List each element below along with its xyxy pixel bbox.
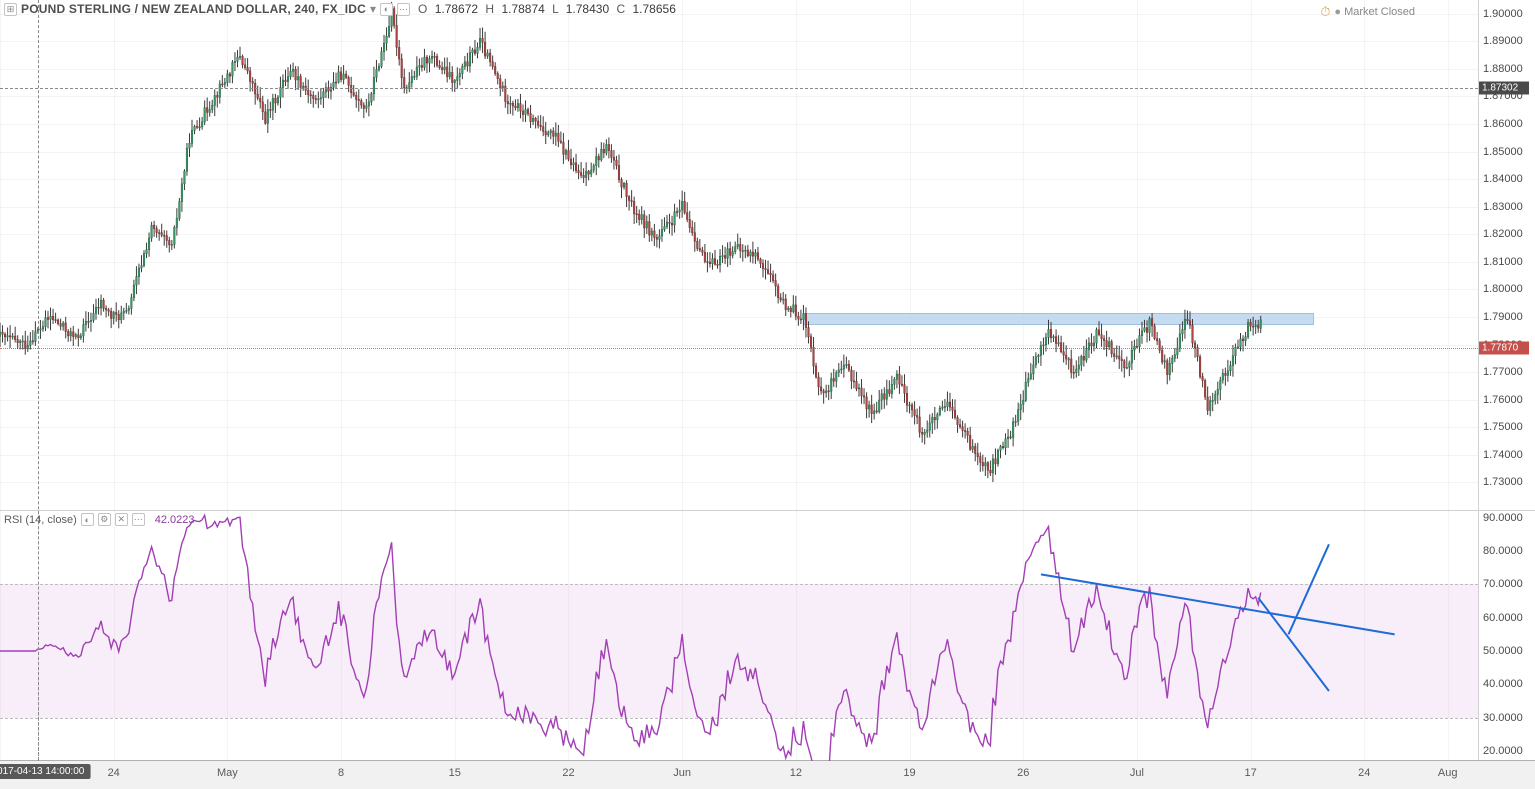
time-axis-label: 22 [562,767,574,779]
time-axis-label: May [217,767,238,779]
crosshair-vertical [38,511,39,761]
price-axis-label: 1.88000 [1483,63,1523,75]
time-axis-label: 15 [449,767,461,779]
chart-root: ⊞ POUND STERLING / NEW ZEALAND DOLLAR, 2… [0,0,1535,789]
rsi-axis-label: 70.0000 [1483,578,1523,590]
price-pane[interactable]: ⊞ POUND STERLING / NEW ZEALAND DOLLAR, 2… [0,0,1478,510]
rsi-legend: RSI (14, close) ◐ ⚙ ✕ ⋯ 42.0223 [4,513,195,526]
price-axis-label: 1.79000 [1483,311,1523,323]
price-axis-label: 1.89000 [1483,35,1523,47]
price-axis-label: 1.74000 [1483,449,1523,461]
price-axis-label: 1.83000 [1483,201,1523,213]
rsi-trendline[interactable] [1289,544,1329,634]
time-axis-label: 8 [338,767,344,779]
symbol-legend: ⊞ POUND STERLING / NEW ZEALAND DOLLAR, 2… [4,2,676,16]
more-icon[interactable]: ⋯ [397,3,410,16]
crosshair-time-tooltip: 2017-04-13 14:00:00 [0,764,90,779]
time-axis-label: 24 [1358,767,1370,779]
close-icon[interactable]: ✕ [115,513,128,526]
rsi-label: RSI (14, close) [4,514,77,526]
rsi-trendline[interactable] [1041,574,1395,634]
market-status: ⏱ Market Closed [1320,4,1415,20]
market-status-label: Market Closed [1334,6,1415,18]
rsi-pane[interactable]: RSI (14, close) ◐ ⚙ ✕ ⋯ 42.0223 [0,510,1478,760]
rsi-axis-label: 90.0000 [1483,512,1523,524]
expand-icon[interactable]: ⊞ [4,3,17,16]
time-axis-label: 12 [790,767,802,779]
rsi-axis-label: 80.0000 [1483,545,1523,557]
price-axis-label: 1.85000 [1483,146,1523,158]
price-axis-label: 1.86000 [1483,118,1523,130]
time-axis-label: 17 [1244,767,1256,779]
time-axis-label: 19 [903,767,915,779]
rsi-axis-label: 30.0000 [1483,712,1523,724]
eye-icon[interactable]: ◐ [81,513,94,526]
time-axis-label: Aug [1438,767,1458,779]
time-axis-label: Jul [1130,767,1144,779]
time-axis-label: Jun [673,767,691,779]
price-axis-label: 1.73000 [1483,476,1523,488]
price-axis-label: 1.84000 [1483,173,1523,185]
settings-icon[interactable]: ⚙ [98,513,111,526]
chevron-down-icon[interactable]: ▾ [370,2,376,16]
price-axis-label: 1.81000 [1483,256,1523,268]
more-icon[interactable]: ⋯ [132,513,145,526]
rsi-axis-label: 60.0000 [1483,612,1523,624]
time-axis-label: 26 [1017,767,1029,779]
price-axis-label: 1.90000 [1483,8,1523,20]
rsi-value: 42.0223 [155,514,195,526]
rsi-axis[interactable]: 90.0000 80.0000 70.0000 60.0000 50.0000 40.00… [1478,510,1535,760]
price-axis-tag: 1.77870 [1479,342,1529,355]
price-axis-label: 1.77000 [1483,366,1523,378]
ohlc-readout: O 1.78672 H 1.78874 L 1.78430 C 1.78656 [414,2,676,16]
crosshair-horizontal [0,88,1478,89]
rsi-axis-label: 40.0000 [1483,678,1523,690]
rsi-axis-label: 20.0000 [1483,745,1523,757]
clock-icon: ⏱ [1320,4,1330,20]
price-axis-label: 1.76000 [1483,394,1523,406]
price-candles-svg [0,0,1478,510]
price-axis-label: 1.75000 [1483,421,1523,433]
time-axis[interactable]: 2017-04-13 14:00:00 0024May81522Jun12192… [0,760,1535,789]
price-axis-tag: 1.87302 [1479,82,1529,95]
rsi-trendline[interactable] [1258,598,1329,691]
time-axis-label: 24 [108,767,120,779]
eye-icon[interactable]: ◐ [380,3,393,16]
symbol-title[interactable]: POUND STERLING / NEW ZEALAND DOLLAR, 240… [21,2,366,16]
rsi-line-svg [0,511,1478,761]
price-axis[interactable]: 1.900001.890001.880001.870001.860001.850… [1478,0,1535,510]
rsi-axis-label: 50.0000 [1483,645,1523,657]
price-axis-label: 1.82000 [1483,228,1523,240]
price-axis-label: 1.80000 [1483,283,1523,295]
